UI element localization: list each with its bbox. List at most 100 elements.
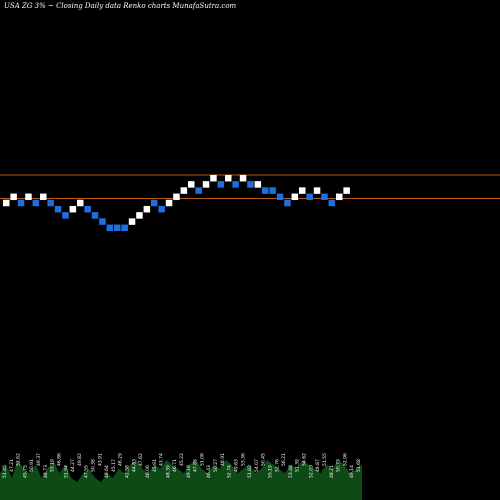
volume-label: 47.85: [193, 459, 199, 472]
renko-brick-down: [262, 187, 269, 194]
renko-brick-down: [276, 193, 284, 201]
renko-brick-up: [343, 187, 350, 194]
volume-label: 54.07: [254, 459, 260, 472]
renko-brick-down: [158, 205, 165, 213]
volume-label: 48.73: [43, 465, 49, 478]
volume-label: 49.14: [349, 465, 355, 478]
renko-brick-down: [121, 224, 128, 232]
volume-label: 46.71: [172, 459, 178, 472]
renko-brick-up: [225, 174, 232, 182]
renko-brick-down: [114, 224, 121, 232]
volume-label: 52.03: [308, 465, 314, 478]
volume-label: 50.38: [91, 459, 97, 472]
volume-label: 46.06: [145, 465, 151, 478]
volume-label: 49.87: [315, 459, 321, 472]
renko-brick-down: [247, 181, 254, 188]
renko-brick-down: [91, 212, 99, 219]
volume-label: 46.43: [206, 465, 212, 478]
renko-brick-down: [306, 193, 313, 201]
volume-label: 45.17: [111, 459, 117, 472]
volume-area: [0, 460, 362, 500]
renko-brick-down: [84, 205, 91, 213]
volume-label: 49.18: [186, 465, 192, 478]
renko-brick-down: [232, 181, 239, 188]
renko-brick-up: [180, 187, 188, 194]
volume-label: 51.68: [356, 459, 362, 472]
volume-label: 48.21: [329, 465, 335, 478]
volume-label: 49.63: [234, 459, 240, 472]
renko-brick-down: [54, 205, 62, 213]
renko-brick-up: [299, 187, 306, 194]
renko-brick-up: [291, 193, 299, 201]
volume-label: 42.58: [125, 465, 131, 478]
volume-label: 45.91: [152, 459, 158, 472]
renko-brick-up: [313, 187, 321, 194]
renko-brick-down: [151, 199, 158, 207]
volume-label: 45.22: [179, 453, 185, 466]
renko-brick-up: [25, 193, 32, 201]
volume-label: 53.36: [240, 453, 246, 466]
volume-label: 50.27: [213, 459, 219, 472]
volume-label: 56.21: [281, 453, 287, 466]
volume-label: 49.37: [36, 453, 42, 466]
volume-label: 47.62: [138, 453, 144, 466]
volume-label: 52.74: [227, 465, 233, 478]
volume-label: 53.19: [50, 459, 56, 472]
volume-label: 51.82: [247, 465, 253, 478]
volume-label: 50.91: [29, 459, 35, 472]
renko-brick-up: [210, 174, 217, 182]
volume-label: 44.27: [70, 459, 76, 472]
volume-label: 46.29: [118, 453, 124, 466]
renko-brick-down: [284, 199, 291, 207]
volume-label: 54.62: [302, 453, 308, 466]
volume-label: 50.73: [336, 459, 342, 472]
volume-label: 52.62: [16, 453, 22, 466]
volume-label: 51.06: [199, 453, 205, 466]
volume-label: 55.19: [268, 465, 274, 478]
renko-brick-up: [143, 205, 151, 213]
volume-label: 51.45: [2, 465, 8, 478]
volume-label: 48.39: [165, 465, 171, 478]
volume-label: 53.48: [288, 465, 294, 478]
renko-brick-up: [136, 212, 143, 219]
volume-label: 46.86: [57, 453, 63, 466]
renko-brick-up: [239, 174, 247, 182]
renko-brick-down: [269, 187, 276, 194]
volume-label: 48.91: [220, 453, 226, 466]
volume-label: 52.96: [342, 453, 348, 466]
renko-brick-up: [77, 199, 84, 207]
volume-label: 51.39: [295, 459, 301, 472]
renko-brick-up: [173, 193, 180, 201]
volume-label: 51.55: [322, 453, 328, 466]
renko-brick-up: [3, 199, 10, 207]
renko-brick-up: [40, 193, 47, 201]
renko-brick-up: [128, 218, 136, 225]
renko-brick-down: [47, 199, 54, 207]
renko-brick-down: [32, 199, 40, 207]
renko-brick-down: [17, 199, 25, 207]
renko-brick-down: [195, 187, 202, 194]
renko-brick-up: [202, 181, 210, 188]
renko-brick-up: [336, 193, 343, 201]
volume-label: 47.55: [84, 465, 90, 478]
renko-brick-up: [69, 205, 77, 213]
volume-label: 50.45: [261, 453, 267, 466]
chart-title: USA ZG 3% ~ Closing Daily data Renko cha…: [4, 2, 237, 10]
volume-label: 44.83: [131, 459, 137, 472]
volume-label: 48.64: [104, 465, 110, 478]
renko-brick-up: [165, 199, 173, 207]
volume-label: 52.76: [274, 459, 280, 472]
volume-label: 49.82: [77, 453, 83, 466]
renko-brick-down: [106, 224, 114, 232]
renko-brick-down: [99, 218, 106, 225]
volume-label: 43.91: [97, 453, 103, 466]
volume-label: 45.75: [22, 465, 28, 478]
renko-brick-down: [217, 181, 225, 188]
renko-brick-down: [321, 193, 328, 201]
renko-brick-up: [10, 193, 17, 201]
volume-label: 51.94: [63, 465, 69, 478]
volume-label: 47.21: [9, 459, 15, 472]
renko-brick-up: [188, 181, 195, 188]
renko-brick-up: [254, 181, 262, 188]
